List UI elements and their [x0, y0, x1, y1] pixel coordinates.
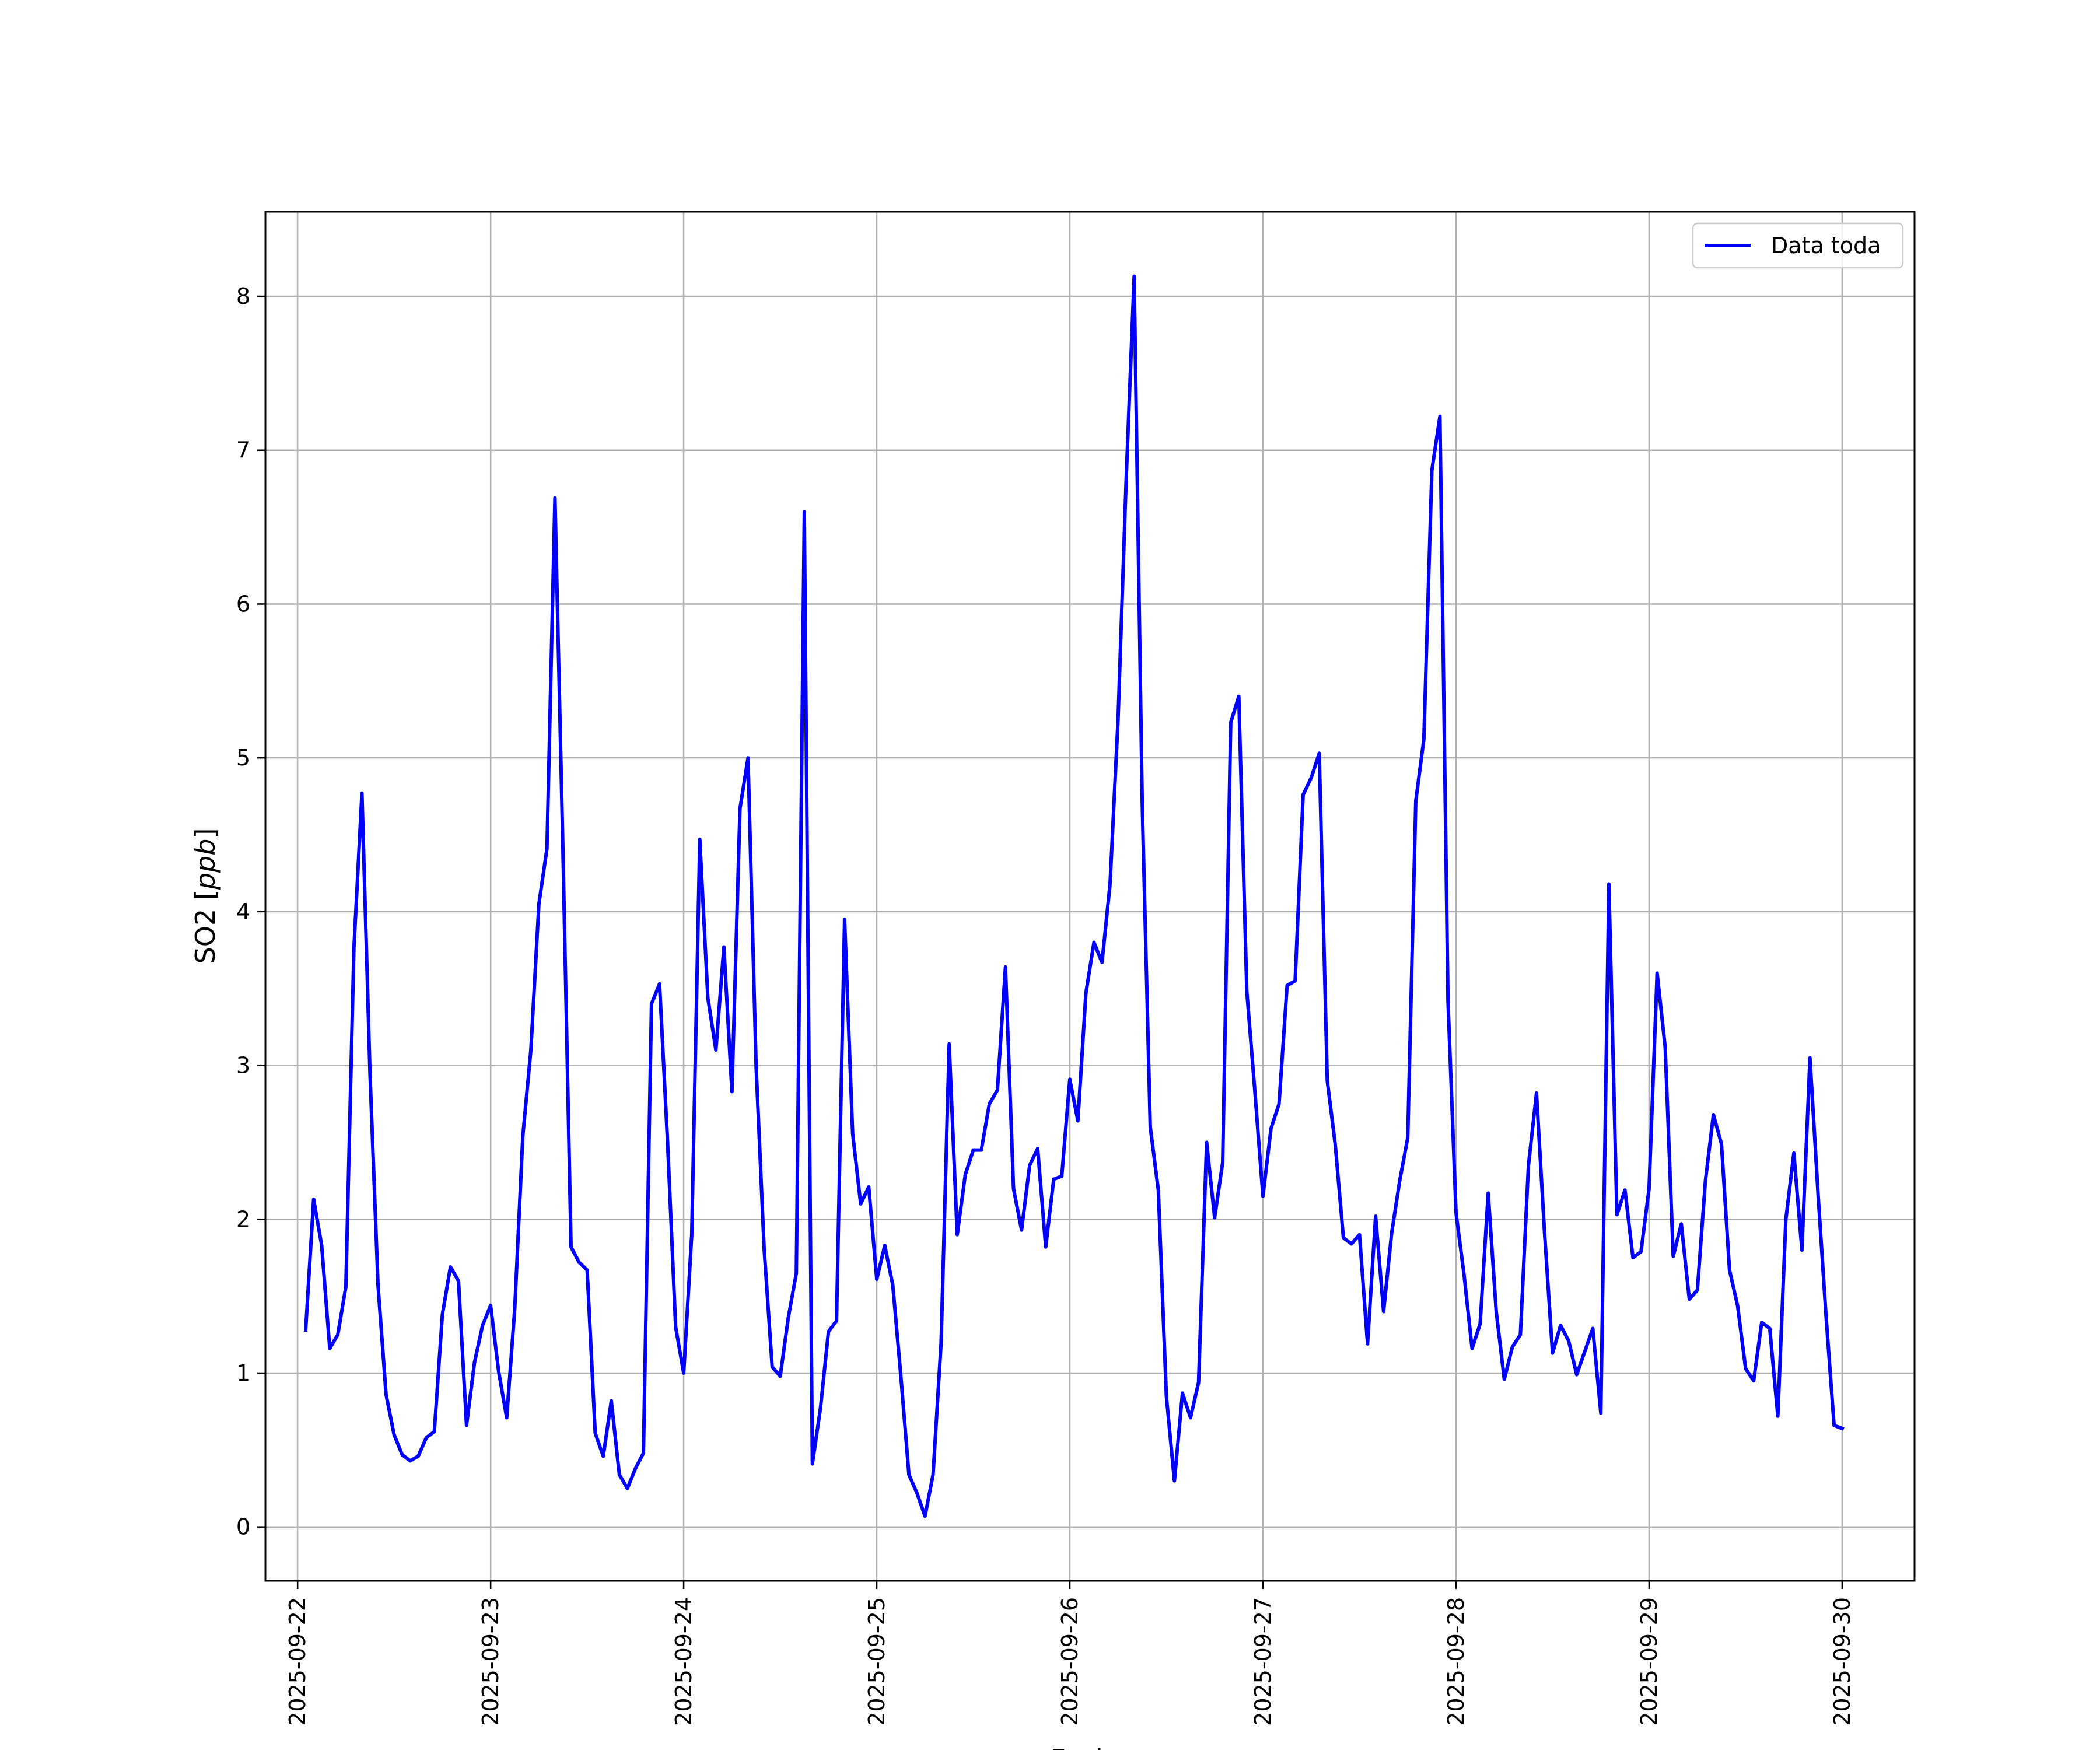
x-tick-label: 2025-09-30 [1829, 1597, 1855, 1726]
grid [265, 212, 1915, 1581]
series-layer [303, 274, 1845, 1518]
legend-label: Data toda [1771, 233, 1881, 258]
x-axis-title: Fecha [1051, 1744, 1129, 1750]
y-axis-title: SO2 [ppb] [190, 828, 221, 964]
y-axis-title-suffix: ] [190, 828, 221, 839]
series-line-data-toda [303, 274, 1845, 1518]
y-tick-label: 4 [236, 899, 250, 925]
x-tick-label: 2025-09-25 [864, 1597, 890, 1726]
y-axis-title-prefix: SO2 [ [190, 890, 221, 964]
x-tick-label: 2025-09-23 [478, 1597, 503, 1726]
x-tick-label: 2025-09-28 [1443, 1597, 1469, 1726]
plot-frame [264, 211, 1916, 1582]
legend: Data toda [1692, 222, 1904, 269]
y-tick-label: 1 [236, 1360, 250, 1386]
x-tick-label: 2025-09-27 [1250, 1597, 1276, 1726]
x-tick-label: 2025-09-26 [1057, 1597, 1083, 1726]
ticks: 2025-09-22 2025-09-23 2025-09-24 2025-09-25… [236, 284, 1855, 1726]
y-tick-label: 5 [236, 745, 250, 771]
y-tick-label: 3 [236, 1053, 250, 1079]
y-tick-label: 6 [236, 591, 250, 617]
x-tick-label: 2025-09-29 [1636, 1597, 1662, 1726]
x-tick-label: 2025-09-24 [671, 1597, 696, 1726]
y-tick-label: 8 [236, 284, 250, 309]
legend-box [1692, 222, 1904, 269]
y-axis-title-unit: ppb [190, 839, 221, 891]
y-tick-label: 0 [236, 1514, 250, 1540]
y-tick-label: 2 [236, 1206, 250, 1232]
x-tick-label: 2025-09-22 [285, 1597, 310, 1726]
y-tick-label: 7 [236, 438, 250, 463]
